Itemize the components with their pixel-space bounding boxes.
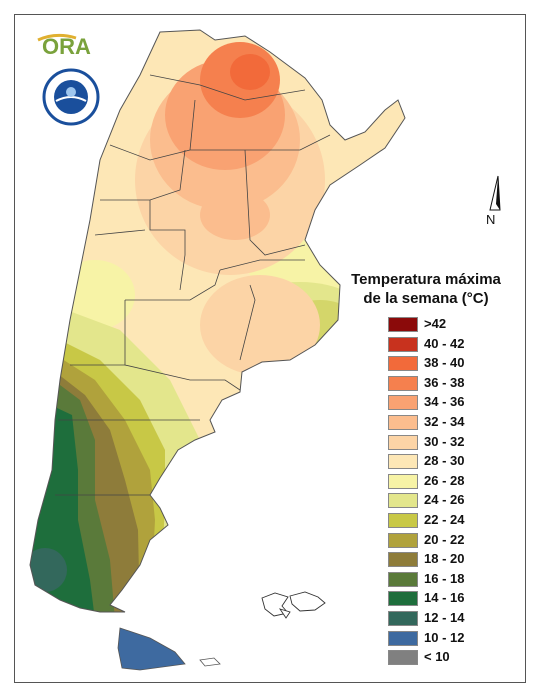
legend-swatch (388, 434, 418, 450)
legend-swatch (388, 317, 418, 332)
argentina-outline (29, 29, 406, 613)
legend-swatch (388, 512, 418, 528)
legend-swatch (388, 591, 418, 607)
legend-title-line1: Temperatura máxima (351, 271, 501, 288)
province-boundaries (55, 74, 331, 496)
legend-swatch (388, 630, 418, 646)
legend-swatch (388, 395, 418, 411)
legend-label: < 10 (424, 649, 450, 665)
legend-swatch (388, 552, 418, 568)
legend-label: 12 - 14 (424, 609, 465, 625)
north-label: N (486, 212, 496, 227)
ora-logo: ORA (37, 33, 91, 59)
legend-title-line2: de la semana (°C) (363, 290, 489, 307)
legend-label: 36 - 38 (424, 374, 465, 390)
legend-label: 22 - 24 (424, 511, 465, 527)
legend-swatch (388, 532, 418, 548)
smn-seal (42, 68, 100, 126)
legend-label: 18 - 20 (424, 551, 465, 567)
legend-swatch (388, 336, 418, 352)
legend-label: 28 - 30 (424, 453, 465, 469)
legend-label: >42 (424, 316, 447, 331)
legend-label: 20 - 22 (424, 531, 465, 547)
legend-label: 38 - 40 (424, 355, 465, 371)
legend-label: 10 - 12 (424, 629, 465, 645)
north-arrow-icon (489, 175, 501, 211)
legend-swatch (388, 650, 418, 666)
legend-swatch (388, 493, 418, 509)
svg-text:ORA: ORA (42, 34, 91, 59)
legend-label: 26 - 28 (424, 472, 465, 488)
legend-label: 14 - 16 (424, 590, 465, 606)
legend-label: 34 - 36 (424, 394, 465, 410)
legend-title: Temperatura máxima de la semana (°C) (336, 270, 516, 308)
legend-swatch (388, 375, 418, 391)
islas-malvinas (261, 591, 326, 619)
legend-swatch (388, 356, 418, 372)
legend-label: 40 - 42 (424, 335, 465, 351)
legend-swatch (388, 473, 418, 489)
legend-label: 32 - 34 (424, 413, 465, 429)
legend-label: 30 - 32 (424, 433, 465, 449)
isla-de-los-estados (199, 657, 221, 667)
legend-swatch (388, 571, 418, 587)
legend-swatch (388, 610, 418, 626)
legend-label: 16 - 18 (424, 570, 465, 586)
legend-swatch (388, 414, 418, 430)
tierra-del-fuego (117, 627, 186, 671)
legend-swatch (388, 454, 418, 470)
legend-label: 24 - 26 (424, 492, 465, 508)
